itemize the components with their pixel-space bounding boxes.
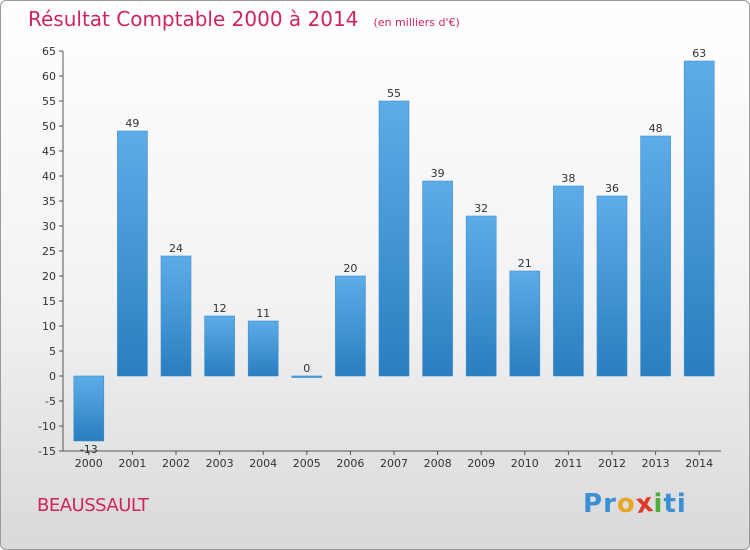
- y-tick-label: 30: [42, 220, 56, 233]
- y-tick-label: 45: [42, 145, 56, 158]
- x-tick-label: 2001: [118, 457, 146, 470]
- logo-letter: i: [653, 489, 664, 519]
- y-tick-label: 40: [42, 170, 56, 183]
- y-tick-label: -10: [38, 420, 56, 433]
- x-tick-label: 2002: [162, 457, 190, 470]
- x-tick-label: 2008: [424, 457, 452, 470]
- y-tick-label: 5: [49, 345, 56, 358]
- logo-letter: r: [603, 489, 617, 519]
- data-label: 32: [474, 202, 488, 215]
- logo-letter: o: [616, 489, 636, 519]
- data-label: 48: [649, 122, 663, 135]
- title-row: Résultat Comptable 2000 à 2014 (en milli…: [28, 7, 460, 31]
- y-tick-label: 55: [42, 95, 56, 108]
- commune-name: BEAUSSAULT: [37, 495, 149, 516]
- logo-letter: t: [663, 489, 677, 519]
- x-tick-label: 2014: [685, 457, 713, 470]
- bar-2001: [117, 130, 148, 377]
- x-tick-label: 2003: [206, 457, 234, 470]
- y-tick-label: 0: [49, 370, 56, 383]
- x-tick-label: 2004: [249, 457, 277, 470]
- bar-2013: [640, 135, 671, 377]
- bar-2000: [73, 375, 105, 442]
- bar-2008: [422, 180, 453, 377]
- data-label: 24: [169, 242, 183, 255]
- logo-letter: i: [676, 489, 687, 519]
- bar-2010: [509, 270, 541, 377]
- logo-letter: x: [633, 487, 656, 521]
- bar-2006: [335, 275, 366, 377]
- data-label: 36: [605, 182, 619, 195]
- y-tick-label: -15: [38, 445, 56, 458]
- chart-title: Résultat Comptable 2000 à 2014: [28, 7, 359, 31]
- x-tick-label: 2005: [293, 457, 321, 470]
- y-tick-label: 25: [42, 245, 56, 258]
- data-label: 21: [518, 257, 532, 270]
- bar-2003: [204, 315, 235, 377]
- data-label: -13: [80, 443, 98, 456]
- y-tick-label: -5: [45, 395, 56, 408]
- x-tick-label: 2000: [75, 457, 103, 470]
- y-tick-label: 65: [42, 45, 56, 58]
- x-tick-label: 2011: [554, 457, 582, 470]
- bar-2004: [247, 320, 279, 377]
- data-label: 49: [125, 117, 139, 130]
- data-label: 63: [692, 47, 706, 60]
- x-tick-label: 2010: [511, 457, 539, 470]
- bar-2009: [465, 215, 497, 377]
- x-tick-label: 2012: [598, 457, 626, 470]
- x-tick-label: 2007: [380, 457, 408, 470]
- y-tick-label: 20: [42, 270, 56, 283]
- y-tick-label: 60: [42, 70, 56, 83]
- data-label: 20: [343, 262, 357, 275]
- x-tick-label: 2006: [336, 457, 364, 470]
- bar-2014: [683, 60, 715, 377]
- proxiti-logo[interactable]: Proxiti: [583, 487, 687, 521]
- data-label: 12: [213, 302, 227, 315]
- chart-subtitle: (en milliers d'€): [373, 16, 460, 29]
- logo-letter: P: [583, 489, 604, 519]
- data-label: 39: [431, 167, 445, 180]
- data-label: 11: [256, 307, 270, 320]
- y-tick-label: 15: [42, 295, 56, 308]
- data-label: 0: [303, 362, 310, 375]
- bar-2012: [596, 195, 628, 377]
- bar-2005: [291, 375, 323, 378]
- y-tick-label: 35: [42, 195, 56, 208]
- bar-2002: [160, 255, 192, 377]
- bar-2007: [378, 100, 410, 377]
- y-tick-label: 50: [42, 120, 56, 133]
- y-tick-label: 10: [42, 320, 56, 333]
- x-tick-label: 2013: [642, 457, 670, 470]
- data-label: 55: [387, 87, 401, 100]
- x-tick-label: 2009: [467, 457, 495, 470]
- bar-2011: [553, 185, 584, 377]
- data-label: 38: [561, 172, 575, 185]
